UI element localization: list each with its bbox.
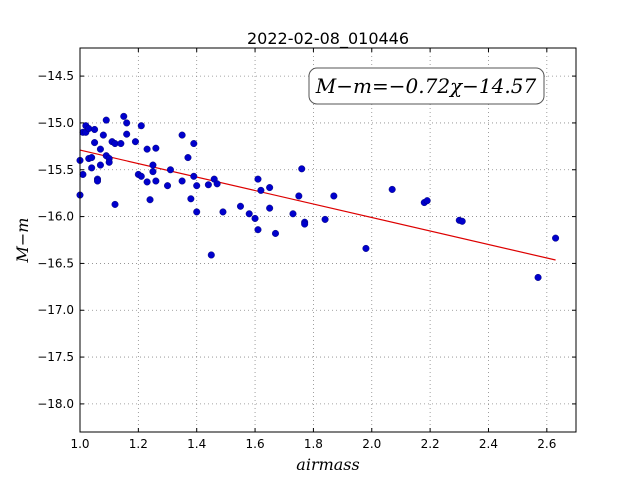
x-tick-label: 2.4 xyxy=(479,437,498,451)
data-point xyxy=(458,217,466,225)
data-point xyxy=(254,175,262,183)
data-points xyxy=(76,112,560,281)
y-tick-labels: −14.5 −15.0 −15.5 −16.0 −16.5 −17.0 −17.5 −18.0 xyxy=(37,69,74,411)
data-point xyxy=(321,215,329,223)
data-point xyxy=(184,154,192,162)
chart-title: 2022-02-08_010446 xyxy=(247,29,409,49)
annotation-box xyxy=(308,67,545,105)
data-point xyxy=(137,122,145,130)
data-point xyxy=(193,208,201,216)
data-point xyxy=(295,192,303,200)
data-point xyxy=(271,229,279,237)
data-point xyxy=(105,158,113,166)
data-point xyxy=(552,234,560,242)
data-point xyxy=(166,166,174,174)
data-point xyxy=(88,154,96,162)
fit-line xyxy=(79,149,556,261)
data-point xyxy=(289,210,297,218)
y-tick-label: −17.0 xyxy=(37,303,74,317)
data-point xyxy=(137,172,145,180)
x-tick-label: 2.6 xyxy=(537,437,556,451)
plot-frame xyxy=(79,47,577,433)
equation-annotation-box: M−m=−0.72χ−14.57 xyxy=(308,67,545,105)
data-point xyxy=(149,168,157,176)
data-point xyxy=(219,208,227,216)
data-point xyxy=(102,116,110,124)
y-tick-label: −15.5 xyxy=(37,163,74,177)
data-point xyxy=(164,182,172,190)
data-point xyxy=(94,177,102,185)
data-point xyxy=(85,125,93,133)
y-tick-label: −16.0 xyxy=(37,210,74,224)
x-tick-label: 1.0 xyxy=(70,437,89,451)
data-point xyxy=(330,192,338,200)
data-point xyxy=(190,140,198,148)
data-point xyxy=(423,197,431,205)
data-point xyxy=(96,161,104,169)
y-tick-label: −14.5 xyxy=(37,69,74,83)
data-point xyxy=(99,131,107,139)
x-tick-label: 1.4 xyxy=(187,437,206,451)
axis-ticks xyxy=(79,48,576,432)
data-point xyxy=(131,138,139,146)
data-point xyxy=(534,273,542,281)
x-tick-label: 2.0 xyxy=(362,437,381,451)
data-point xyxy=(143,145,151,153)
data-point xyxy=(178,177,186,185)
data-point xyxy=(193,182,201,190)
data-point xyxy=(79,170,87,178)
data-point xyxy=(117,140,125,148)
data-point xyxy=(146,196,154,204)
data-point xyxy=(187,195,195,203)
data-point xyxy=(245,210,253,218)
data-point xyxy=(91,139,99,147)
fit-equation-text: M−m=−0.72χ−14.57 xyxy=(315,74,537,98)
x-tick-labels: 1.0 1.2 1.4 1.6 1.8 2.0 2.2 2.4 2.6 xyxy=(70,437,556,451)
x-tick-label: 1.8 xyxy=(304,437,323,451)
data-point xyxy=(143,178,151,186)
data-point xyxy=(152,177,160,185)
x-tick-label: 1.6 xyxy=(246,437,265,451)
y-tick-label: −18.0 xyxy=(37,397,74,411)
x-tick-label: 2.2 xyxy=(421,437,440,451)
grid-lines xyxy=(79,48,576,432)
data-point xyxy=(388,185,396,193)
data-point xyxy=(213,180,221,188)
data-point xyxy=(301,220,309,228)
data-point xyxy=(254,226,262,234)
data-point xyxy=(91,125,99,133)
data-point xyxy=(207,251,215,259)
data-point xyxy=(152,144,160,152)
data-point xyxy=(190,172,198,180)
data-point xyxy=(362,244,370,252)
data-point xyxy=(178,131,186,139)
fit-line-group xyxy=(79,149,556,261)
data-point xyxy=(236,202,244,210)
data-point xyxy=(251,214,259,222)
data-point xyxy=(120,112,128,120)
data-point xyxy=(96,145,104,153)
x-tick-label: 1.2 xyxy=(129,437,148,451)
data-point xyxy=(123,119,131,127)
y-tick-label: −17.5 xyxy=(37,350,74,364)
data-point xyxy=(257,186,265,194)
y-tick-label: −16.5 xyxy=(37,256,74,270)
data-point xyxy=(298,165,306,173)
data-point xyxy=(266,204,274,212)
data-point xyxy=(123,130,131,138)
data-point xyxy=(111,200,119,208)
x-axis-label: airmass xyxy=(296,455,359,474)
data-point xyxy=(204,181,212,189)
data-point xyxy=(111,140,119,148)
data-point xyxy=(266,184,274,192)
data-point xyxy=(88,164,96,172)
data-point xyxy=(149,161,157,169)
y-axis-label: M−m xyxy=(13,218,32,264)
y-tick-label: −15.0 xyxy=(37,116,74,130)
